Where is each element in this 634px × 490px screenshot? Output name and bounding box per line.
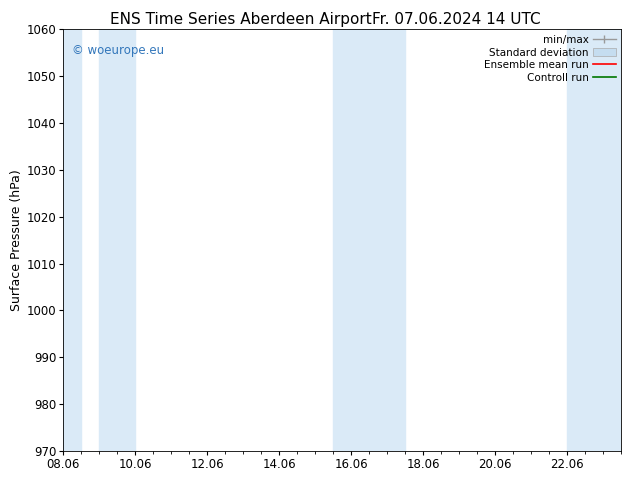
- Bar: [333, 29, 405, 451]
- Text: ENS Time Series Aberdeen Airport: ENS Time Series Aberdeen Airport: [110, 12, 372, 27]
- Bar: [100, 29, 136, 451]
- Bar: [567, 29, 621, 451]
- Bar: [63, 29, 81, 451]
- Text: Fr. 07.06.2024 14 UTC: Fr. 07.06.2024 14 UTC: [372, 12, 541, 27]
- Text: © woeurope.eu: © woeurope.eu: [72, 44, 164, 57]
- Y-axis label: Surface Pressure (hPa): Surface Pressure (hPa): [10, 169, 23, 311]
- Legend: min/max, Standard deviation, Ensemble mean run, Controll run: min/max, Standard deviation, Ensemble me…: [479, 31, 620, 87]
